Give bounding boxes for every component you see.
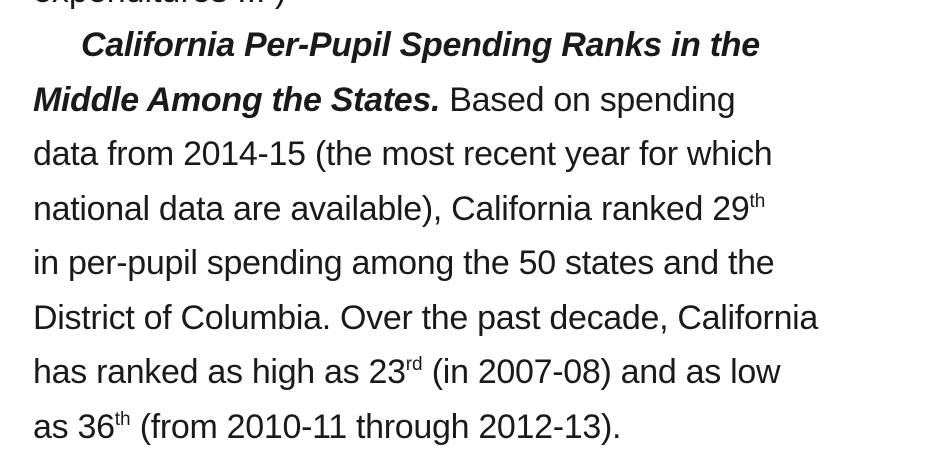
paragraph-text: (in 2007-08) and as low — [422, 353, 781, 391]
paragraph-text: national data are available), California… — [33, 189, 750, 228]
paragraph-line-2: Middle Among the States. Based on spendi… — [33, 73, 933, 128]
paragraph-text: Based on spending — [440, 80, 736, 119]
paragraph-line-8: as 36th (from 2010-11 through 2012-13). — [33, 400, 933, 450]
paragraph-line-6: District of Columbia. Over the past deca… — [33, 298, 819, 337]
paragraph-text: has ranked as high as 23 — [33, 353, 406, 391]
body-paragraph: California Per-Pupil Spending Ranks in t… — [33, 18, 933, 450]
paragraph-line-3: data from 2014-15 (the most recent year … — [33, 135, 773, 173]
paragraph-text: as 36 — [33, 407, 115, 446]
paragraph-heading-part-2: Middle Among the States. — [33, 80, 441, 119]
ordinal-suffix: th — [114, 408, 131, 430]
ordinal-suffix: th — [749, 190, 766, 212]
paragraph-heading-part-1: California Per-Pupil Spending Ranks in t… — [81, 26, 760, 64]
paragraph-line-1: California Per-Pupil Spending Ranks in t… — [33, 18, 933, 73]
paragraph-line-4: national data are available), California… — [33, 182, 933, 237]
ordinal-suffix: rd — [405, 354, 423, 375]
paragraph-line-7: has ranked as high as 23rd (in 2007-08) … — [33, 345, 933, 400]
paragraph-text: (from 2010-11 through 2012-13). — [130, 407, 622, 446]
previous-paragraph-tail: expenditures ... ) — [33, 0, 286, 18]
paragraph-line-5: in per-pupil spending among the 50 state… — [33, 244, 775, 282]
